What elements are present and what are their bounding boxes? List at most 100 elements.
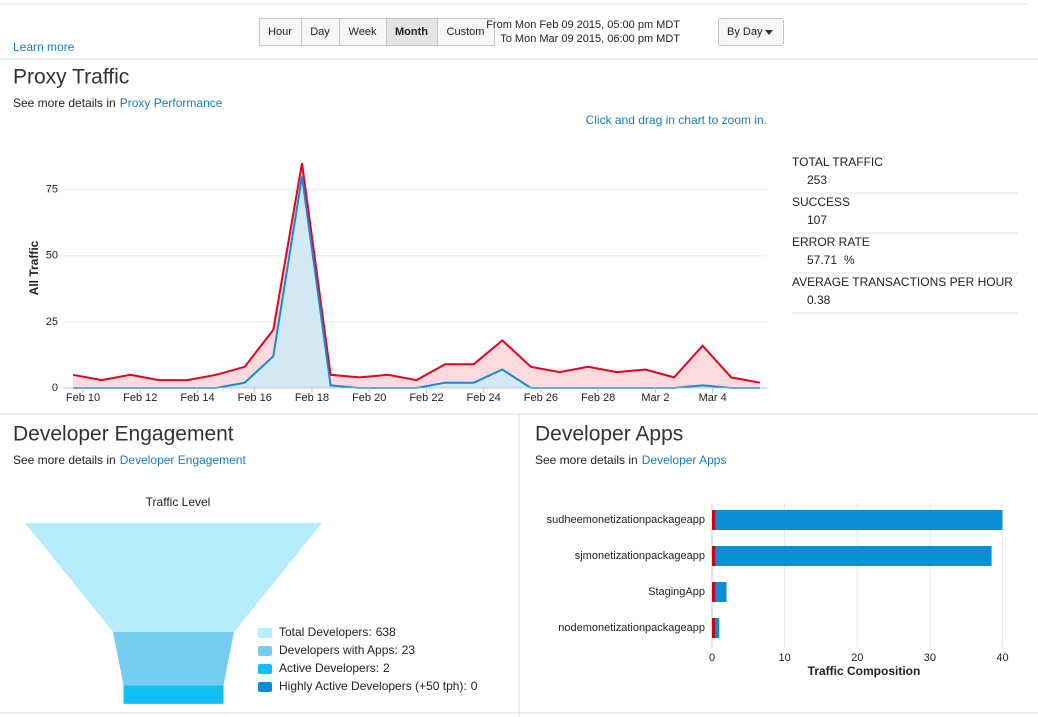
x-tick-label: Mar 4 — [699, 392, 727, 404]
details-prefix: See more details in — [13, 96, 116, 110]
stat-number: 107 — [807, 213, 827, 227]
x-tick-label: Feb 26 — [524, 392, 558, 404]
y-tick-label: 0 — [52, 382, 58, 394]
category-label: nodemonetizationpackageapp — [558, 622, 705, 634]
stat-unit: % — [844, 253, 855, 267]
legend-swatch — [258, 682, 272, 692]
date-from: From Mon Feb 09 2015, 05:00 pm MDT — [486, 19, 680, 31]
legend-swatch — [258, 664, 272, 674]
x-tick-label: Feb 16 — [238, 392, 272, 404]
legend-swatch — [258, 646, 272, 656]
range-button[interactable]: Day — [302, 19, 340, 46]
range-buttons: Hour Day Week Month Custom — [260, 19, 495, 46]
legend-label: Highly Active Developers (+50 tph): 0 — [279, 679, 478, 693]
bar — [716, 546, 992, 566]
details-line: See more details inDeveloper Apps — [535, 453, 726, 467]
legend-name: Highly Active Developers (+50 tph): — [279, 679, 467, 693]
category-label: StagingApp — [648, 586, 705, 598]
bar — [712, 546, 716, 566]
bar — [716, 510, 1003, 530]
stat-label: SUCCESS — [792, 195, 850, 209]
legend-name: Total Developers: — [279, 625, 372, 639]
range-button[interactable]: Month — [387, 19, 438, 46]
group-by-button[interactable]: By Day — [719, 19, 784, 46]
traffic-level-funnel: Traffic Level Total Developers: 638 Develop… — [25, 495, 478, 704]
details-prefix: See more details in — [13, 453, 116, 467]
funnel-title: Traffic Level — [146, 495, 211, 509]
legend-value: 23 — [402, 643, 416, 657]
y-axis-label: All Traffic — [27, 240, 41, 295]
stat-value: 0.38 — [807, 293, 831, 307]
developer-apps-chart: 0 10 20 30 40 Traffic Composition sudheemoneti… — [547, 503, 1009, 678]
details-link[interactable]: Proxy Performance — [120, 96, 223, 110]
bar — [716, 618, 720, 638]
button-label: Hour — [268, 26, 292, 38]
x-tick-label: 30 — [924, 652, 936, 664]
range-button[interactable]: Hour — [260, 19, 302, 46]
y-tick-label: 75 — [46, 184, 58, 196]
button-label: Day — [310, 26, 330, 38]
funnel-segment — [25, 523, 322, 632]
details-line: See more details in Proxy Performance — [13, 96, 223, 110]
details-link[interactable]: Developer Apps — [642, 453, 727, 467]
details-link[interactable]: Developer Engagement — [120, 453, 247, 467]
x-tick-label: 10 — [778, 652, 790, 664]
stat-value: 57.71% — [807, 253, 855, 267]
area-fill — [73, 176, 760, 388]
section-title: Developer Apps — [535, 423, 683, 446]
bar — [712, 582, 716, 602]
stat-number: 57.71 — [807, 253, 837, 267]
legend-label: Total Developers: 638 — [279, 625, 396, 639]
button-label: Week — [349, 26, 377, 38]
legend-name: Active Developers: — [279, 661, 379, 675]
y-tick-label: 25 — [46, 316, 58, 328]
area-fill — [73, 163, 760, 388]
x-tick-label: Mar 2 — [641, 392, 669, 404]
x-tick-label: 40 — [996, 652, 1008, 664]
y-tick-label: 50 — [46, 250, 58, 262]
x-tick-label: Feb 24 — [467, 392, 501, 404]
legend-label: Developers with Apps: 23 — [279, 643, 415, 657]
stat-value: 253 — [807, 173, 827, 187]
legend-value: 0 — [471, 679, 478, 693]
funnel-segment — [124, 685, 224, 704]
stat-value: 107 — [807, 213, 827, 227]
x-tick-label: 20 — [851, 652, 863, 664]
x-tick-label: Feb 22 — [409, 392, 443, 404]
stat-number: 0.38 — [807, 293, 831, 307]
x-tick-label: Feb 20 — [352, 392, 386, 404]
button-label: Custom — [447, 26, 485, 38]
date-to: To Mon Mar 09 2015, 06:00 pm MDT — [500, 33, 680, 45]
learn-more-link[interactable]: Learn more — [13, 40, 75, 54]
x-tick-label: Feb 10 — [66, 392, 100, 404]
series-line — [73, 163, 760, 383]
group-by-label: By Day — [727, 26, 763, 38]
category-label: sudheemonetizationpackageapp — [547, 514, 705, 526]
bar — [716, 582, 727, 602]
section-title: Developer Engagement — [13, 423, 234, 446]
x-tick-label: Feb 18 — [295, 392, 329, 404]
proxy-traffic-chart: 0255075All TrafficFeb 10Feb 12Feb 14Feb … — [27, 163, 767, 404]
legend-name: Developers with Apps: — [279, 643, 398, 657]
legend-swatch — [258, 628, 272, 638]
x-tick-label: Feb 12 — [123, 392, 157, 404]
stat-label: ERROR RATE — [792, 235, 870, 249]
range-button[interactable]: Week — [340, 19, 387, 46]
bar — [712, 618, 716, 638]
section-title: Proxy Traffic — [13, 66, 129, 89]
details-line: See more details in Developer Engagement — [13, 453, 246, 467]
legend-label: Active Developers: 2 — [279, 661, 390, 675]
legend-value: 2 — [383, 661, 390, 675]
stat-label: TOTAL TRAFFIC — [792, 155, 883, 169]
funnel-segment — [113, 632, 234, 686]
category-label: sjmonetizationpackageapp — [575, 550, 705, 562]
button-label: Month — [395, 26, 428, 38]
series-line — [73, 176, 760, 388]
x-axis-label: Traffic Composition — [808, 664, 921, 678]
x-tick-label: 0 — [709, 652, 715, 664]
legend-value: 638 — [376, 625, 396, 639]
traffic-stats: TOTAL TRAFFIC 253 SUCCESS 107 ERROR RATE 57.7… — [792, 155, 1018, 313]
stat-number: 253 — [807, 173, 827, 187]
